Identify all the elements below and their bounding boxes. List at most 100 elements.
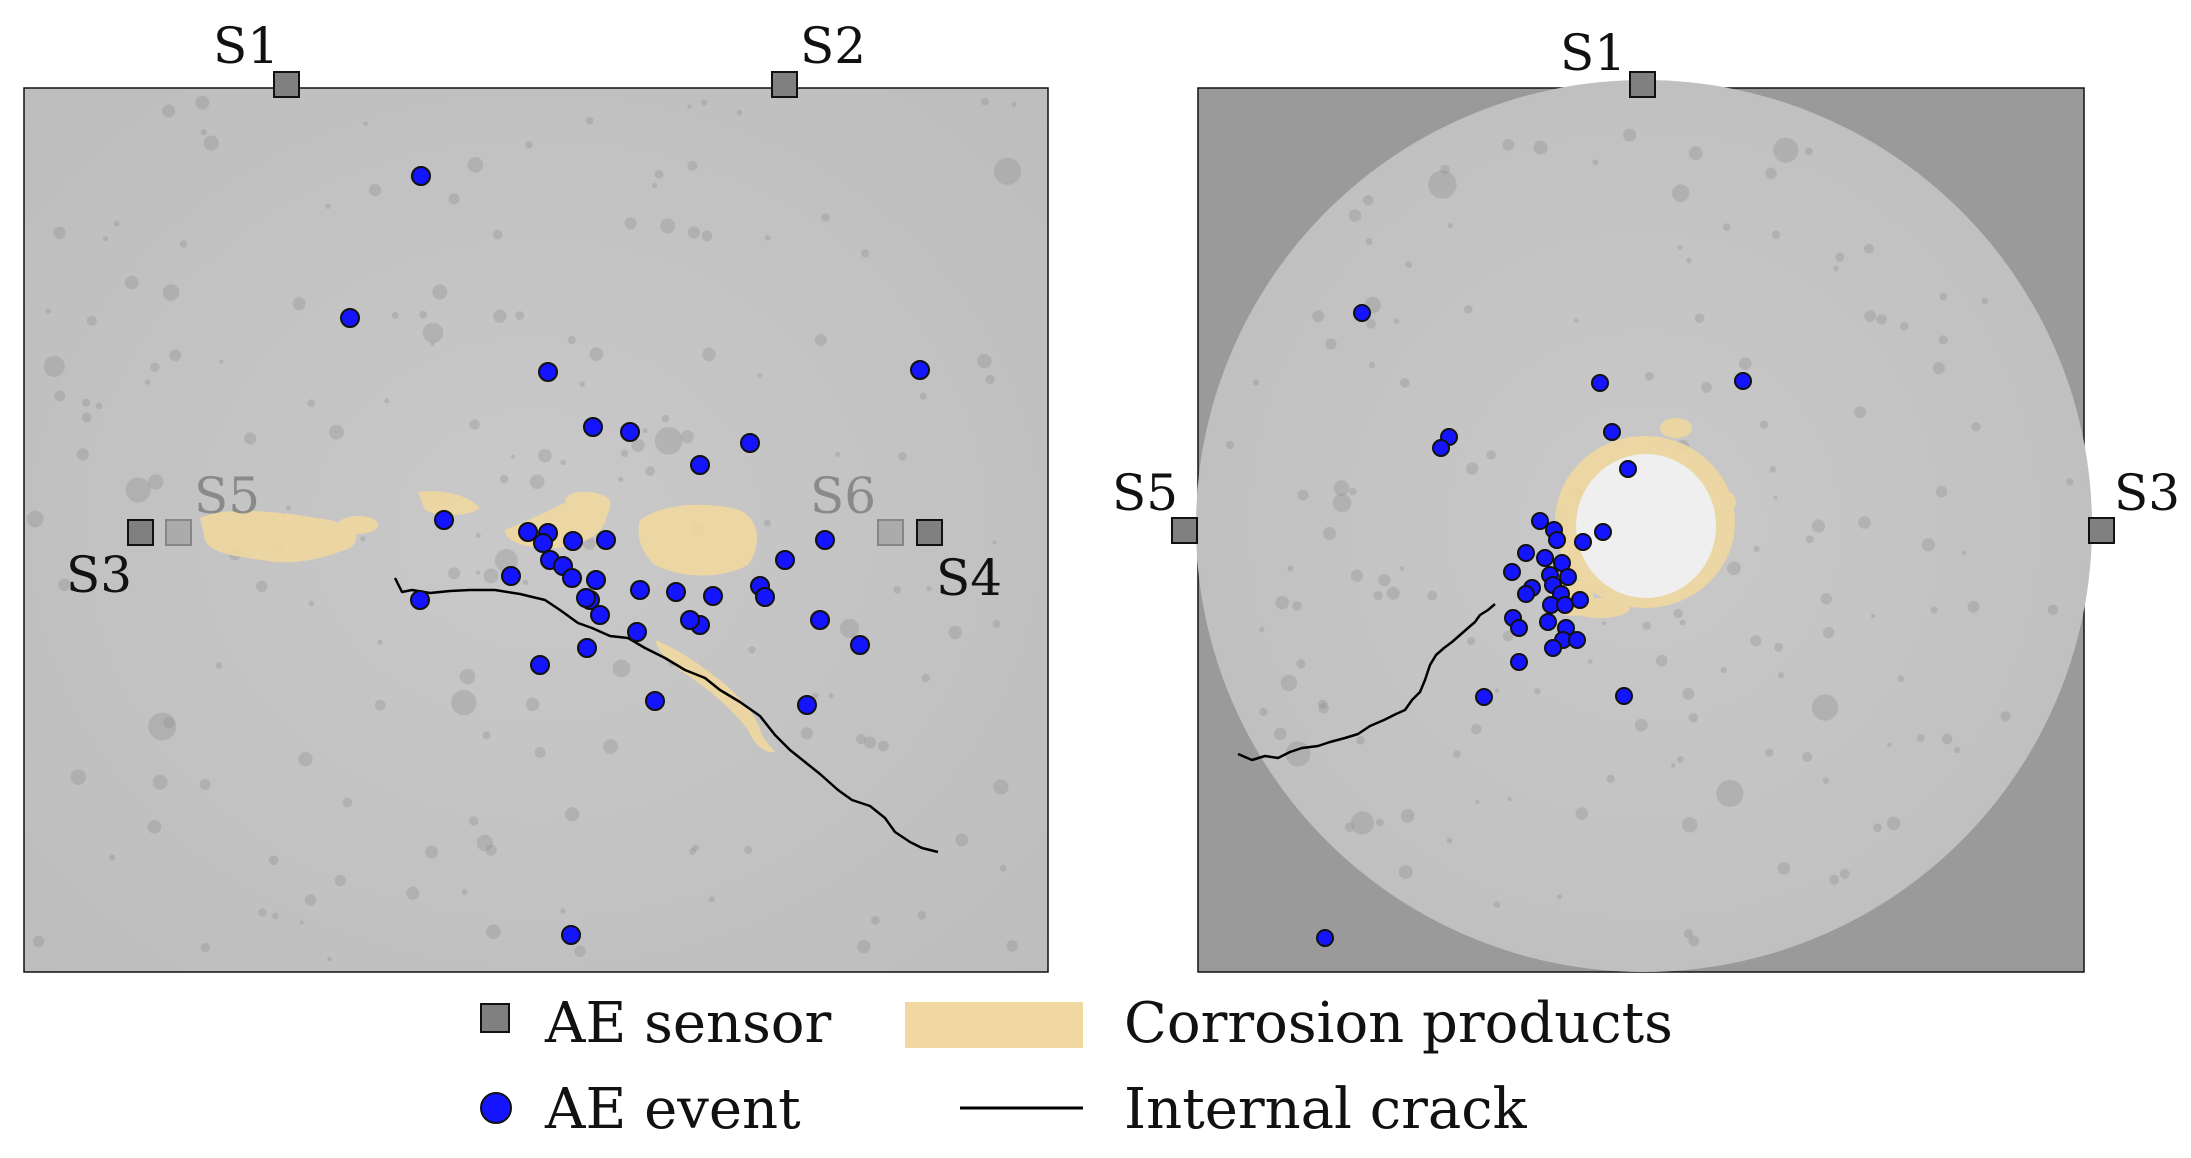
pore: [1275, 595, 1289, 610]
pore: [1829, 874, 1840, 885]
pore: [534, 746, 546, 758]
legend-sensor-icon: [480, 1003, 510, 1033]
pore: [612, 659, 631, 678]
pore: [258, 908, 267, 917]
pore: [510, 454, 516, 459]
pore: [898, 451, 907, 461]
pore: [1822, 777, 1830, 784]
pore: [1727, 561, 1741, 576]
pore: [1006, 940, 1018, 952]
pore: [1405, 261, 1413, 268]
pore: [1778, 672, 1785, 679]
ae-event: [1510, 653, 1528, 671]
ae-event: [1539, 613, 1557, 631]
pore: [926, 586, 932, 592]
pore: [1356, 736, 1365, 745]
pore: [148, 474, 164, 490]
left-sensor-s5: [165, 519, 192, 546]
ae-event: [562, 568, 582, 588]
pore: [1870, 614, 1875, 618]
pore: [687, 226, 700, 239]
pore: [81, 398, 91, 407]
pore: [493, 309, 507, 323]
pore: [203, 135, 219, 151]
pore: [469, 816, 479, 826]
pore: [102, 236, 109, 242]
pore: [1592, 159, 1599, 166]
pore: [985, 374, 995, 384]
pore: [1932, 362, 1945, 375]
pore: [360, 536, 366, 542]
ae-event: [577, 638, 597, 658]
pore: [631, 438, 645, 453]
pore: [1642, 621, 1652, 630]
pore: [1716, 779, 1744, 807]
pore: [1753, 545, 1760, 552]
pore: [169, 349, 182, 362]
pore: [86, 315, 97, 326]
pore: [1225, 440, 1234, 450]
pore: [461, 888, 468, 895]
left-panel: S1 S2 S3 S5 S6 S4: [23, 17, 1049, 973]
pore: [1887, 742, 1892, 748]
pore: [54, 390, 66, 402]
pore: [1765, 167, 1777, 179]
pore: [744, 845, 753, 855]
pore: [1941, 733, 1953, 745]
right-ae-events: [1316, 304, 1752, 947]
pore: [1440, 164, 1450, 175]
pore: [1671, 184, 1690, 202]
pore: [1333, 480, 1350, 496]
pore: [661, 414, 670, 423]
pore: [162, 104, 176, 118]
pore: [486, 924, 501, 939]
ae-event: [620, 422, 640, 442]
pore: [1400, 809, 1415, 823]
pore: [654, 427, 683, 455]
pore: [1447, 223, 1453, 229]
pore: [2047, 604, 2059, 616]
pore: [1344, 822, 1355, 832]
pore: [1373, 591, 1383, 601]
pore: [1777, 862, 1791, 875]
pore: [1900, 322, 1909, 331]
legend-corrosion-swatch: [905, 1002, 1083, 1048]
pore: [469, 419, 480, 430]
pore: [765, 235, 771, 241]
pore: [425, 845, 438, 859]
ae-event: [576, 588, 596, 608]
pore: [256, 580, 268, 593]
pore: [1935, 485, 1948, 498]
pore: [1673, 608, 1684, 618]
ae-event: [815, 530, 835, 550]
pore: [748, 646, 756, 654]
ae-event: [1568, 631, 1586, 649]
right-label-s5: S5: [1112, 464, 1178, 522]
right-panel: S1 S5 S3: [1112, 24, 2180, 973]
ae-event: [1432, 439, 1450, 457]
left-label-s6: S6: [810, 467, 876, 525]
pore: [58, 578, 71, 591]
pore: [1348, 209, 1362, 222]
pore: [1739, 357, 1752, 370]
pore: [654, 169, 664, 179]
pore: [1259, 707, 1268, 717]
pore: [45, 308, 52, 314]
pore: [864, 736, 877, 749]
pore: [1774, 643, 1783, 652]
pore: [1917, 734, 1925, 742]
pore: [1759, 420, 1769, 429]
pore: [422, 322, 444, 344]
pore: [1864, 243, 1874, 254]
pore: [579, 381, 585, 387]
pore: [1701, 381, 1712, 393]
pore: [200, 942, 211, 953]
ae-event: [1594, 523, 1612, 541]
legend: AE sensor AE event Corrosion products In…: [480, 991, 1673, 1142]
pore: [1688, 935, 1700, 947]
pore: [800, 727, 814, 740]
left-label-s4: S4: [936, 549, 1002, 607]
ae-event: [518, 522, 538, 542]
pore: [451, 690, 477, 716]
pore: [839, 618, 860, 638]
